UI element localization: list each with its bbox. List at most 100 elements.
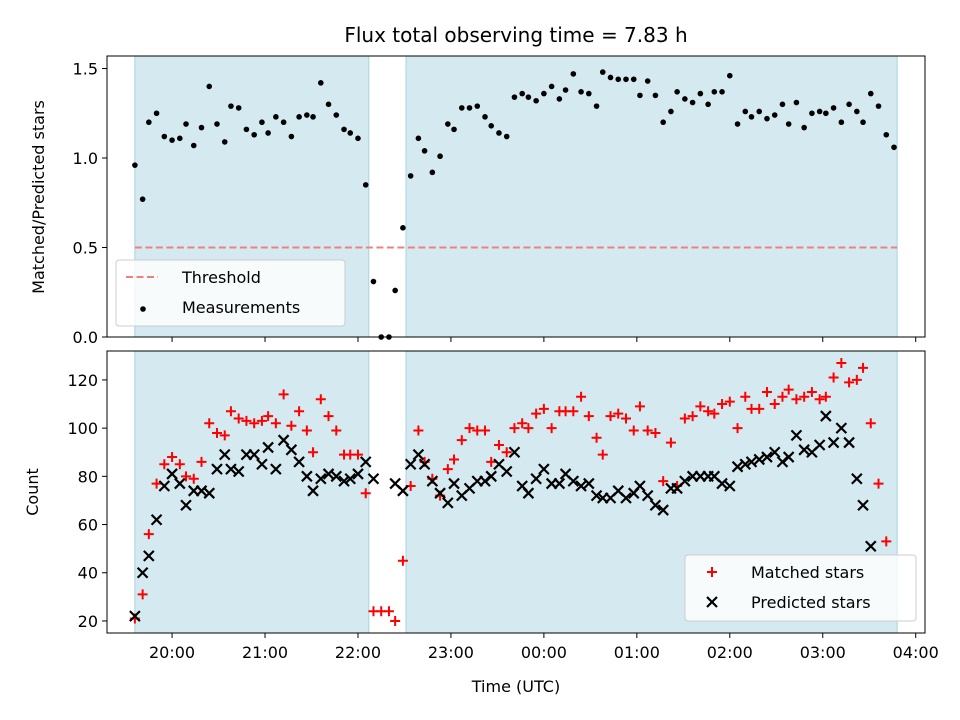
predicted-star-point [679, 475, 691, 487]
matched-star-point [493, 440, 504, 450]
matched-star-point [486, 456, 497, 467]
predicted-star-point [180, 499, 192, 512]
predicted-star-point [768, 446, 781, 459]
measurement-point [273, 114, 279, 120]
matched-star-point [480, 425, 491, 436]
predicted-star-point [256, 458, 268, 471]
matched-star-point [456, 435, 467, 446]
count-panel: 20 40 60 80 100 120 20:00 21:00 22:00 23:00 00:00 0… [67, 350, 939, 662]
matched-star-point [858, 362, 869, 373]
matched-star-point [695, 401, 706, 412]
matched-star-point [278, 389, 289, 400]
measurement-point [169, 137, 175, 143]
predicted-star-point [397, 485, 409, 497]
predicted-star-point [418, 458, 431, 471]
predicted-star-point [225, 463, 237, 475]
legend-box [684, 554, 917, 622]
legend-label: Predicted stars [751, 593, 871, 612]
y-tick-label: 1.0 [73, 149, 98, 168]
predicted-star-point [620, 492, 632, 504]
measurement-point [228, 103, 234, 109]
predicted-star-point [211, 463, 223, 475]
measurement-point [177, 135, 183, 142]
measurement-point [689, 99, 696, 106]
predicted-star-point [634, 480, 646, 492]
legend-measurement-swatch [140, 306, 146, 312]
legend-box [115, 259, 346, 327]
measurement-point [265, 130, 271, 136]
measurement-point [503, 133, 510, 140]
matched-star-point [167, 452, 178, 463]
legend: Matched stars Predicted stars [684, 554, 917, 622]
measurement-point [883, 131, 890, 138]
measurement-point [682, 96, 688, 102]
predicted-star-point [166, 468, 178, 480]
predicted-star-point [262, 441, 274, 454]
x-tick-label: 21:00 [242, 643, 288, 662]
y-tick-label: 100 [67, 419, 98, 438]
matched-star-point [188, 473, 199, 484]
predicted-star-point [798, 444, 810, 456]
measurement-point [280, 119, 287, 126]
measurement-point [637, 92, 643, 99]
measurement-point [623, 76, 629, 83]
predicted-star-point [218, 448, 231, 461]
measurement-point [525, 94, 532, 100]
predicted-star-point [143, 550, 155, 562]
measurement-point [474, 103, 481, 109]
predicted-star-point [827, 436, 840, 449]
measurement-point [161, 133, 168, 140]
matched-star-point [286, 420, 297, 431]
matched-star-point [634, 401, 645, 412]
matched-star-point [449, 454, 460, 465]
matched-star-point [383, 606, 394, 617]
matched-star-point [754, 403, 765, 414]
y-tick-label: 0.5 [73, 239, 98, 258]
axes-frame [106, 350, 926, 634]
measurement-point [860, 119, 866, 126]
matched-star-point [769, 399, 780, 410]
matched-star-point [263, 411, 274, 422]
x-tick-label: 20:00 [149, 643, 195, 662]
measurement-point [779, 101, 786, 108]
predicted-star-point [426, 475, 439, 487]
measurement-point [183, 121, 189, 127]
predicted-star-point [359, 456, 372, 468]
measurement-point [146, 119, 152, 126]
measurement-point [421, 148, 428, 154]
measurement-point [875, 103, 882, 109]
matched-star-point [308, 447, 319, 458]
measurement-point [139, 196, 146, 202]
matched-star-point [576, 391, 587, 402]
measurement-point [370, 278, 377, 285]
measurement-point [445, 121, 451, 127]
predicted-star-point [404, 458, 417, 471]
matched-star-point [628, 425, 639, 436]
matched-star-point [665, 437, 676, 448]
measurement-point [221, 139, 228, 145]
measurement-point [734, 121, 741, 127]
measurement-point [838, 119, 845, 126]
matched-star-point [413, 425, 424, 436]
measurement-point [317, 80, 324, 86]
matched-star-point [777, 391, 788, 402]
measurement-point [190, 142, 197, 149]
x-tick-label: 04:00 [893, 643, 939, 662]
predicted-star-point [820, 410, 832, 422]
matched-star-point [613, 408, 624, 419]
matched-star-point [249, 418, 260, 429]
matched-star-point [836, 358, 847, 369]
predicted-star-point [203, 487, 216, 499]
measurement-point [593, 103, 600, 109]
predicted-star-point [338, 475, 350, 487]
measurement-point [660, 119, 666, 126]
matched-star-point [679, 413, 690, 424]
matched-star-point [517, 418, 528, 429]
measurement-point [867, 90, 874, 97]
matched-star-point [709, 408, 720, 419]
measurement-point [488, 123, 495, 129]
predicted-star-point [367, 472, 380, 485]
predicted-star-point [575, 480, 587, 492]
measurement-point [816, 108, 823, 115]
predicted-star-point [448, 477, 460, 490]
